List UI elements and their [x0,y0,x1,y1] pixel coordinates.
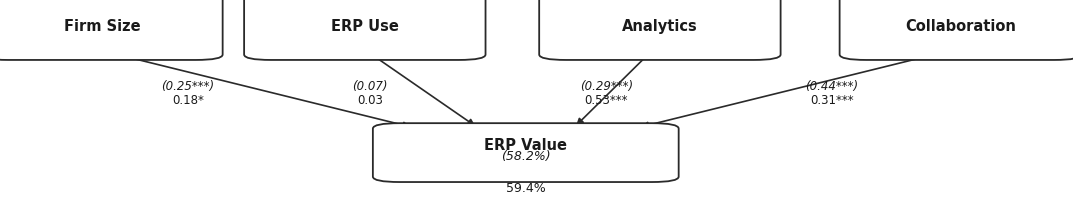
Text: 0.53***: 0.53*** [585,94,628,107]
Text: Analytics: Analytics [622,19,697,34]
Text: (0.29***): (0.29***) [579,80,633,93]
Text: (0.07): (0.07) [352,80,388,93]
Text: (58.2%): (58.2%) [501,150,550,163]
Text: 0.31***: 0.31*** [810,94,853,107]
FancyBboxPatch shape [539,0,780,60]
Text: 0.18*: 0.18* [172,94,204,107]
FancyBboxPatch shape [839,0,1073,60]
Text: Collaboration: Collaboration [905,19,1016,34]
FancyBboxPatch shape [0,0,222,60]
Text: (0.25***): (0.25***) [161,80,215,93]
Text: 59.4%: 59.4% [505,182,546,195]
FancyBboxPatch shape [245,0,485,60]
Text: ERP Value: ERP Value [484,138,568,153]
Text: Firm Size: Firm Size [63,19,141,34]
FancyBboxPatch shape [372,123,678,182]
Text: ERP Use: ERP Use [330,19,399,34]
Text: 0.03: 0.03 [357,94,383,107]
Text: (0.44***): (0.44***) [805,80,858,93]
